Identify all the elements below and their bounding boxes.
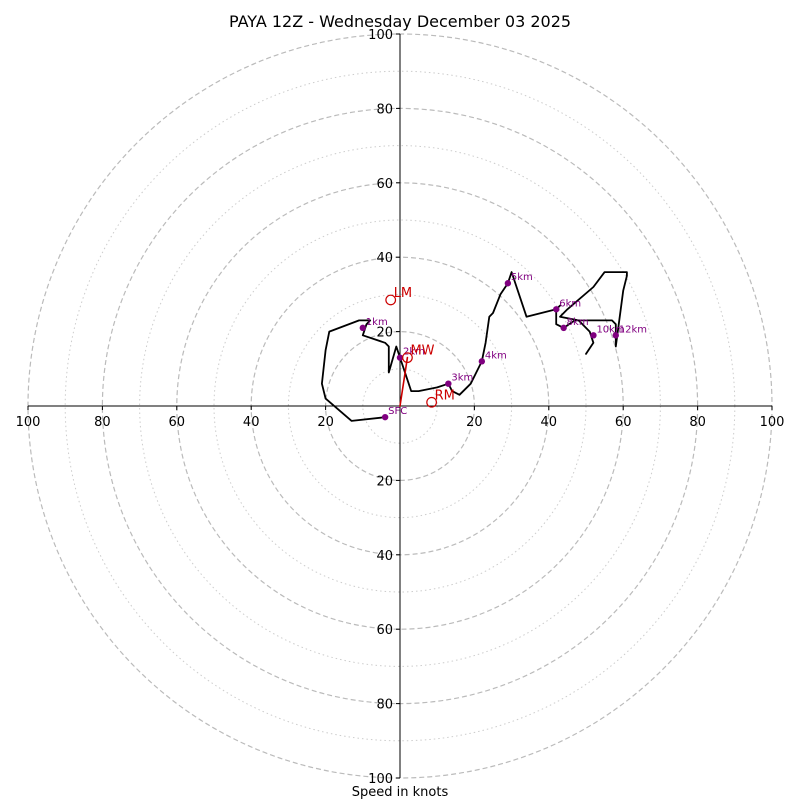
height-marker-label: SFC [388, 406, 407, 417]
storm-motion-label: RM [435, 388, 455, 403]
height-marker-dot [612, 332, 619, 339]
height-marker-dot [560, 324, 567, 332]
tick-labels: 100 80 60 40 20 20 40 60 80 100 100 80 60 40 20 20 40 60 8… [16, 28, 785, 787]
storm-motion-label: LM [394, 286, 412, 301]
y-tick-label: 100 [368, 772, 393, 787]
height-marker-dot [445, 380, 452, 387]
y-tick-label: 100 [368, 28, 393, 43]
chart-title: PAYA 12Z - Wednesday December 03 2025 [229, 12, 571, 31]
height-marker-label: 6km [559, 298, 581, 309]
y-tick-label: 20 [376, 326, 393, 341]
height-marker-label: 5km [511, 272, 533, 283]
height-marker-label: 8km [567, 317, 589, 328]
height-marker-dot [478, 358, 486, 365]
y-tick-label: 40 [376, 251, 393, 266]
x-tick-label: 40 [541, 415, 558, 430]
x-tick-label: 60 [169, 415, 186, 430]
y-tick-label: 20 [376, 474, 393, 489]
y-tick-label: 40 [376, 549, 393, 564]
height-marker-label: 12km [619, 324, 647, 335]
storm-motion-label: MW [410, 344, 434, 359]
x-tick-label: 60 [615, 415, 632, 430]
y-tick-label: 80 [376, 698, 393, 713]
x-tick-label: 100 [16, 415, 41, 430]
height-marker-dot [590, 332, 597, 339]
height-marker-dot [504, 280, 512, 287]
height-marker-label: 4km [485, 350, 507, 361]
height-marker-dot [359, 324, 366, 332]
height-marker-label: 3km [451, 373, 473, 384]
storm-motion-marker [426, 396, 438, 408]
storm-motion-marker [402, 352, 413, 364]
height-marker-label: 2km [403, 347, 425, 358]
height-marker-label: 10km [596, 324, 624, 335]
height-marker-dot [381, 413, 389, 421]
height-marker-dot [396, 354, 404, 361]
x-tick-label: 20 [466, 415, 483, 430]
y-tick-label: 60 [376, 177, 393, 192]
x-tick-label: 20 [317, 415, 334, 430]
storm-motion-markers: LM MW RM [385, 286, 455, 408]
mean-wind-vector-line [399, 356, 409, 407]
x-tick-label: 80 [689, 415, 706, 430]
y-tick-label: 80 [376, 102, 393, 117]
x-tick-label: 100 [760, 415, 785, 430]
height-marker-label: 1km [366, 317, 388, 328]
storm-motion-marker [385, 294, 397, 306]
x-tick-label: 80 [94, 415, 111, 430]
x-tick-label: 40 [243, 415, 260, 430]
y-tick-label: 60 [376, 623, 393, 638]
x-axis-label: Speed in knots [352, 785, 449, 800]
height-marker-dot [553, 306, 560, 313]
